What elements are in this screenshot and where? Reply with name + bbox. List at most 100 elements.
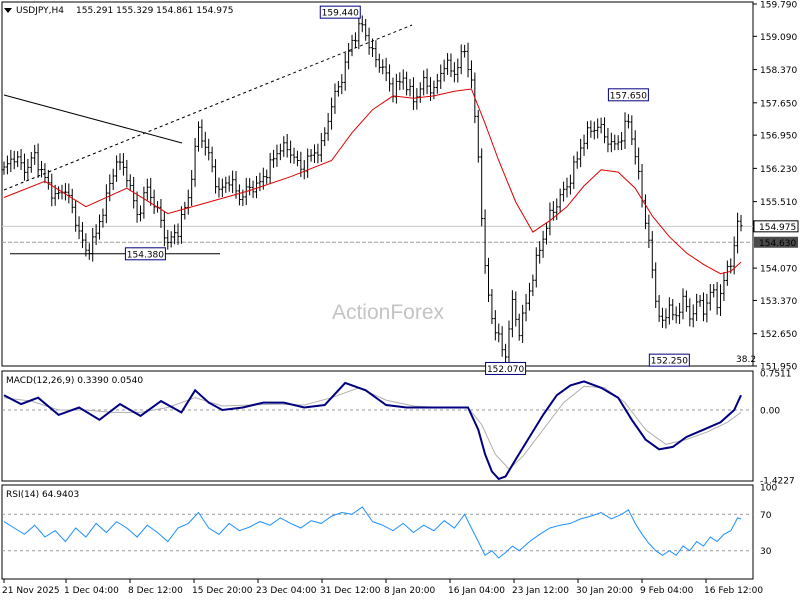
price-bar xyxy=(575,151,579,169)
price-bar xyxy=(367,27,371,55)
price-bar xyxy=(388,64,392,92)
rsi-tick-label: 100 xyxy=(760,484,777,494)
rsi-plot xyxy=(2,506,753,559)
price-bar xyxy=(128,174,132,192)
y-tick-label: 158.370 xyxy=(760,66,797,76)
price-bar xyxy=(507,320,511,365)
y-tick-label: 154.070 xyxy=(760,265,797,275)
price-bar xyxy=(725,260,729,286)
price-bar xyxy=(67,183,71,204)
price-bar xyxy=(661,307,665,328)
price-bar xyxy=(50,173,54,207)
y-tick-label: 159.790 xyxy=(760,1,797,11)
price-bar xyxy=(377,53,381,73)
price-bar xyxy=(319,132,323,163)
price-bar xyxy=(220,178,224,197)
trendline-descending xyxy=(3,94,183,144)
price-bar xyxy=(57,186,61,200)
rsi-panel xyxy=(1,484,754,580)
price-bar xyxy=(176,223,180,245)
price-bar xyxy=(258,172,262,192)
price-bar xyxy=(606,127,610,153)
price-bar xyxy=(275,144,279,167)
price-bar xyxy=(504,343,508,363)
price-bar xyxy=(16,151,20,168)
price-bar xyxy=(336,80,340,97)
swing-label: 152.250 xyxy=(648,353,690,367)
price-bar xyxy=(312,144,316,163)
price-bar xyxy=(579,138,583,168)
price-bar xyxy=(333,83,337,114)
price-bar xyxy=(715,281,719,315)
price-bar xyxy=(589,120,593,138)
price-bar xyxy=(145,178,149,201)
price-bar xyxy=(190,170,194,206)
price-bar xyxy=(405,71,409,96)
price-bar xyxy=(63,183,67,201)
price-bar xyxy=(681,288,685,320)
collapse-triangle-icon[interactable] xyxy=(4,8,12,13)
price-bar xyxy=(524,293,528,322)
price-plot: 159.440 157.650 154.380 152.070 152.250 xyxy=(2,5,753,375)
price-bar xyxy=(254,175,258,199)
price-bar xyxy=(142,186,146,219)
price-bar xyxy=(104,184,108,224)
price-bar xyxy=(500,326,504,357)
price-bar xyxy=(476,110,480,163)
price-bar xyxy=(364,18,368,41)
price-bar xyxy=(12,150,16,170)
price-tag-box xyxy=(754,236,798,248)
price-bar xyxy=(538,241,542,264)
price-bar xyxy=(541,230,545,258)
y-tick-label: 151.950 xyxy=(760,363,797,373)
price-bar xyxy=(306,148,310,178)
price-bar xyxy=(309,149,313,162)
price-bar xyxy=(422,70,426,96)
y-tick-label: 159.090 xyxy=(760,33,797,43)
rsi-tick-label: 30 xyxy=(760,547,772,557)
price-bar xyxy=(323,127,327,147)
price-bar xyxy=(162,211,166,247)
price-bar xyxy=(214,159,218,194)
price-bar xyxy=(418,82,422,103)
price-bar xyxy=(449,53,453,78)
price-bar xyxy=(695,293,699,322)
price-bar xyxy=(510,290,514,338)
swing-label-text: 152.070 xyxy=(487,365,524,375)
price-bar xyxy=(80,222,84,249)
price-bar xyxy=(620,131,624,151)
fib-label: 38.2 xyxy=(736,355,756,365)
price-bar xyxy=(353,32,357,49)
price-tag-box xyxy=(753,220,799,233)
price-bar xyxy=(497,323,501,343)
price-bar xyxy=(173,224,177,245)
price-bar xyxy=(609,132,613,153)
price-bar xyxy=(381,59,385,75)
price-bar xyxy=(568,174,572,195)
price-bar xyxy=(316,143,320,164)
price-bar xyxy=(371,38,374,57)
price-bar xyxy=(272,149,276,168)
macd-panel xyxy=(1,370,754,482)
price-bar xyxy=(108,174,112,202)
price-bar xyxy=(429,77,433,101)
price-bar xyxy=(2,161,6,175)
price-bar xyxy=(374,40,378,68)
macd-tick-label: 0.7511 xyxy=(760,370,792,380)
price-bar xyxy=(667,297,671,325)
price-bar xyxy=(292,147,296,164)
price-bar xyxy=(101,208,105,228)
price-bar xyxy=(125,159,129,188)
price-bar xyxy=(149,177,153,206)
price-bar xyxy=(435,73,439,94)
price-bar xyxy=(623,112,627,149)
price-bar xyxy=(647,214,651,249)
x-tick-label: 16 Feb 12:00 xyxy=(704,586,763,596)
price-bar xyxy=(616,135,620,151)
price-bar xyxy=(118,153,122,171)
swing-label: 152.070 xyxy=(485,361,527,375)
swing-label-text: 157.650 xyxy=(610,91,647,101)
chart-symbol: USDJPY,H4 xyxy=(16,6,64,16)
price-bar xyxy=(183,201,187,220)
